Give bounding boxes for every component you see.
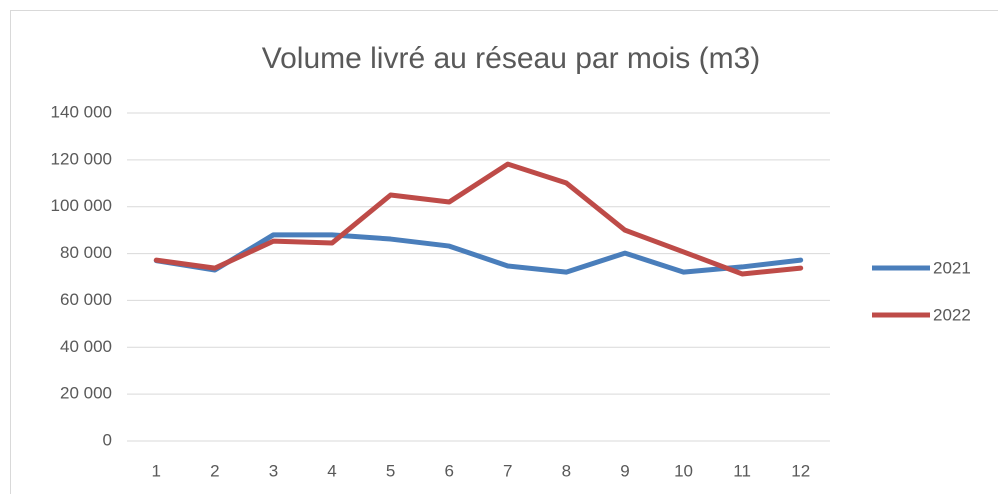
y-tick-label: 140 000 [51, 102, 112, 121]
x-tick-label: 2 [210, 461, 219, 480]
line-series [153, 232, 804, 275]
x-tick-label: 3 [269, 461, 278, 480]
y-tick-label: 20 000 [60, 384, 112, 403]
line-series [153, 161, 804, 277]
y-tick-label: 120 000 [51, 149, 112, 168]
y-tick-label: 100 000 [51, 196, 112, 215]
y-tick-label: 60 000 [60, 290, 112, 309]
legend-label: 2022 [933, 305, 971, 324]
x-tick-label: 9 [620, 461, 629, 480]
x-tick-label: 5 [386, 461, 395, 480]
chart-title: Volume livré au réseau par mois (m3) [262, 42, 761, 75]
legend-label: 2021 [933, 258, 971, 277]
y-tick-label: 0 [103, 430, 112, 449]
x-tick-label: 10 [674, 461, 693, 480]
x-tick-label: 12 [791, 461, 810, 480]
chart-border [10, 10, 998, 494]
x-tick-label: 4 [327, 461, 336, 480]
x-tick-label: 6 [444, 461, 453, 480]
x-tick-label: 7 [503, 461, 512, 480]
y-tick-label: 40 000 [60, 337, 112, 356]
x-tick-label: 8 [562, 461, 571, 480]
x-tick-label: 11 [733, 461, 751, 480]
y-tick-label: 80 000 [60, 243, 112, 262]
x-tick-label: 1 [152, 461, 161, 480]
